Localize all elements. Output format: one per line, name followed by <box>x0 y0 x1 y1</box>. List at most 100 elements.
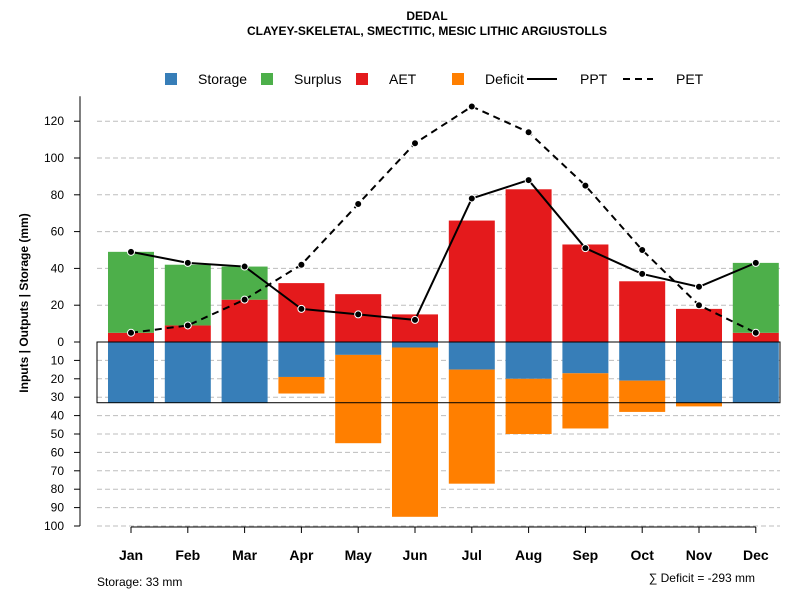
y-tick-label: 120 <box>44 114 64 128</box>
pet-point <box>183 321 192 330</box>
legend-label-pet: PET <box>676 71 704 87</box>
storage-bar <box>676 342 722 403</box>
storage-bar <box>335 342 382 355</box>
surplus-bar <box>108 251 154 333</box>
x-tick-label: Nov <box>686 547 713 563</box>
lines <box>127 102 760 337</box>
x-tick-label: Apr <box>289 547 314 563</box>
y-tick-label: 90 <box>51 501 65 515</box>
ppt-point <box>240 262 249 271</box>
deficit-bar <box>448 369 495 484</box>
legend-label-storage: Storage <box>198 71 247 87</box>
y-tick-label: 80 <box>51 482 65 496</box>
legend-swatch-surplus <box>261 73 273 85</box>
gridlines <box>97 120 780 527</box>
pet-point <box>240 295 249 304</box>
ppt-point <box>695 282 703 291</box>
aet-bar <box>619 281 666 342</box>
pet-point <box>411 139 419 148</box>
chart-subtitle: CLAYEY-SKELETAL, SMECTITIC, MESIC LITHIC… <box>247 24 607 38</box>
ppt-point <box>751 258 760 267</box>
deficit-note: ∑ Deficit = -293 mm <box>649 571 755 585</box>
deficit-bar <box>392 347 438 517</box>
legend-label-ppt: PPT <box>580 71 608 87</box>
legend-label-aet: AET <box>389 71 417 87</box>
storage-bar <box>278 342 325 377</box>
ppt-line <box>130 178 757 321</box>
deficit-bar <box>505 378 552 434</box>
y-tick-label: 20 <box>51 298 65 312</box>
storage-bar <box>505 342 552 379</box>
surplus-bar <box>164 264 211 326</box>
x-tick-label: Sep <box>573 547 599 563</box>
chart-title: DEDAL <box>406 9 447 23</box>
pet-line <box>130 105 757 334</box>
y-tick-label: 100 <box>44 519 64 533</box>
x-tick-label: May <box>345 547 372 563</box>
pet-point <box>524 128 533 137</box>
y-tick-label: 30 <box>51 390 65 404</box>
x-tick-label: Aug <box>515 547 542 563</box>
x-tick-label: Jul <box>462 547 482 563</box>
storage-note: Storage: 33 mm <box>97 575 182 589</box>
ppt-point <box>127 247 135 256</box>
ppt-point <box>354 310 363 319</box>
y-tick-label: 70 <box>51 464 65 478</box>
pet-point <box>695 301 703 310</box>
ppt-point <box>638 269 647 278</box>
x-tick-label: Oct <box>631 547 655 563</box>
legend-label-deficit: Deficit <box>485 71 524 87</box>
y-tick-label: 80 <box>51 188 65 202</box>
pet-point <box>354 200 363 208</box>
ppt-point <box>524 176 533 185</box>
x-tick-label: Jun <box>403 547 428 563</box>
ppt-point <box>411 315 419 324</box>
x-tick-label: Dec <box>743 547 769 563</box>
storage-bar <box>164 342 211 403</box>
x-axis: Jan Feb Mar Apr May Jun Jul Aug Sep Oct Nov Dec <box>119 526 769 563</box>
y-tick-label: 60 <box>51 445 65 459</box>
deficit-bar <box>676 402 722 407</box>
deficit-bar <box>619 380 666 412</box>
y-tick-label: 60 <box>51 225 65 239</box>
x-tick-label: Jan <box>119 547 143 563</box>
bars <box>96 189 781 517</box>
y-tick-label: 10 <box>51 353 65 367</box>
aet-bar <box>164 325 211 342</box>
y-axis-label: Inputs | Outputs | Storage (mm) <box>17 213 31 392</box>
y-tick-label: 40 <box>51 261 65 275</box>
storage-bar <box>448 342 495 370</box>
aet-bar <box>448 220 495 342</box>
aet-bar <box>676 308 722 342</box>
storage-bar <box>732 342 779 403</box>
legend-swatch-aet <box>356 73 368 85</box>
pet-point <box>751 328 760 337</box>
aet-bar <box>732 332 779 342</box>
surplus-bar <box>221 266 268 300</box>
ppt-point <box>467 194 476 203</box>
legend-swatch-deficit <box>452 73 464 85</box>
storage-bar <box>392 342 438 348</box>
x-tick-label: Feb <box>175 547 200 563</box>
storage-bar <box>108 342 154 403</box>
y-tick-label: 100 <box>44 151 64 165</box>
deficit-bar <box>562 373 609 429</box>
storage-bar <box>562 342 609 374</box>
storage-bar <box>619 342 666 381</box>
aet-bar <box>505 189 552 342</box>
ppt-point <box>581 244 590 253</box>
aet-bar <box>562 244 609 342</box>
deficit-bar <box>278 376 325 394</box>
storage-bar <box>221 342 268 403</box>
y-tick-label: 20 <box>51 372 65 386</box>
legend-swatch-storage <box>165 73 177 85</box>
y-axis: 0 20 40 60 80 100 120 10 20 30 40 50 60 70 80 90 100 <box>44 96 81 533</box>
aet-bar <box>108 332 154 342</box>
y-tick-label: 40 <box>51 409 65 423</box>
pet-point <box>127 328 135 337</box>
deficit-bar <box>335 354 382 444</box>
pet-point <box>581 181 590 190</box>
surplus-bar <box>732 262 779 333</box>
x-tick-label: Mar <box>232 547 257 563</box>
